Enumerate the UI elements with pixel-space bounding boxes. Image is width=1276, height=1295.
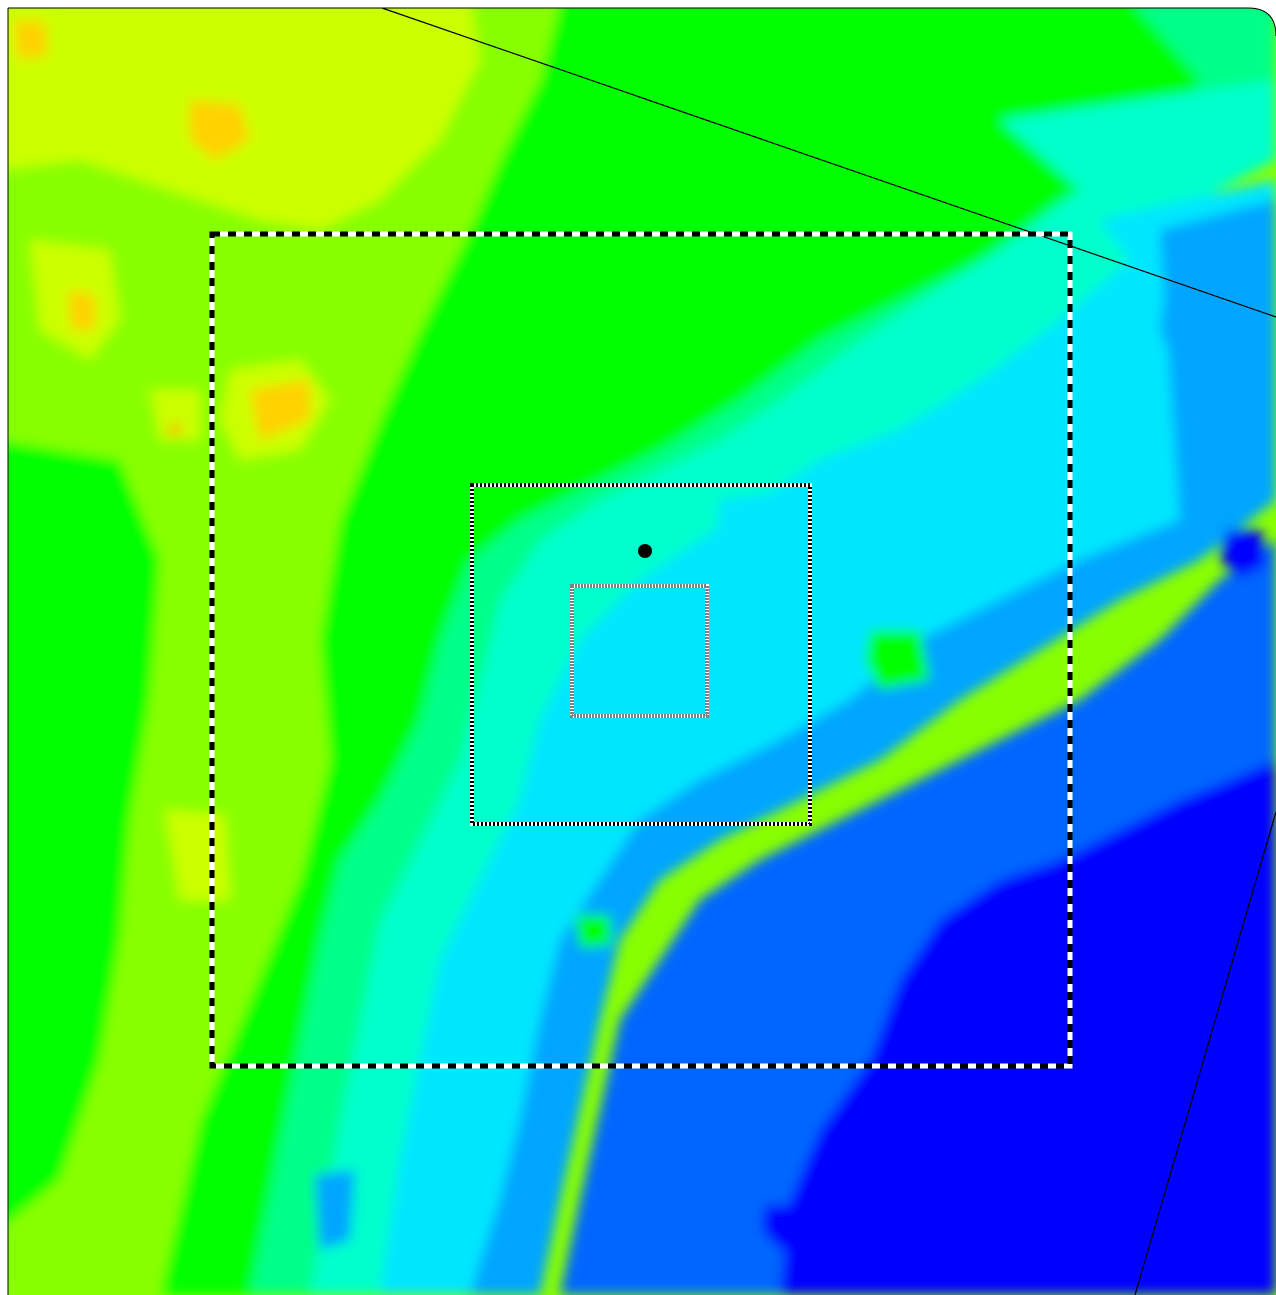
middle-study-area[interactable] <box>470 483 812 826</box>
contour-mid-high <box>160 8 1276 1295</box>
inner-study-area[interactable] <box>570 584 709 718</box>
contour-knoll-2 <box>575 915 612 948</box>
outer-study-area[interactable] <box>209 231 1073 1069</box>
contour-highest-1 <box>170 425 180 435</box>
contour-upper-4 <box>150 390 200 440</box>
contour-mid-high-left <box>8 440 160 1230</box>
filled-circle-marker-icon[interactable] <box>638 544 652 558</box>
southeast-boundary-line <box>1134 811 1276 1295</box>
contour-high-4 <box>68 290 95 330</box>
contour-high-3 <box>250 380 310 440</box>
contour-low-mid <box>380 180 1276 1295</box>
contour-knoll-1 <box>865 630 930 690</box>
contour-high-1 <box>190 100 250 160</box>
contour-lowest-crater <box>1220 530 1266 578</box>
contour-low-mid-basin <box>715 490 850 640</box>
contour-lowest-crater-2 <box>762 1205 810 1250</box>
contour-mid-low <box>310 80 1276 1295</box>
contour-upper-mid <box>8 8 560 1295</box>
contour-low-northeast <box>1160 235 1276 440</box>
contour-lowest <box>780 760 1276 1295</box>
contour-high-2 <box>14 20 48 60</box>
contour-pit-1 <box>315 1170 355 1250</box>
northeast-boundary-line <box>381 7 1276 318</box>
contour-low <box>470 200 1276 1295</box>
